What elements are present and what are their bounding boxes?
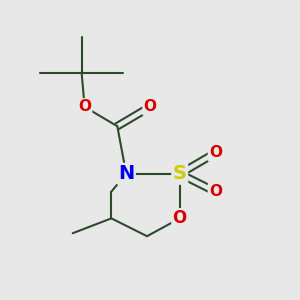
- Text: O: O: [172, 209, 187, 227]
- Text: N: N: [118, 164, 134, 183]
- Text: S: S: [173, 164, 187, 183]
- Text: O: O: [209, 146, 222, 160]
- Text: O: O: [209, 184, 222, 199]
- Text: O: O: [143, 99, 157, 114]
- Text: O: O: [78, 99, 91, 114]
